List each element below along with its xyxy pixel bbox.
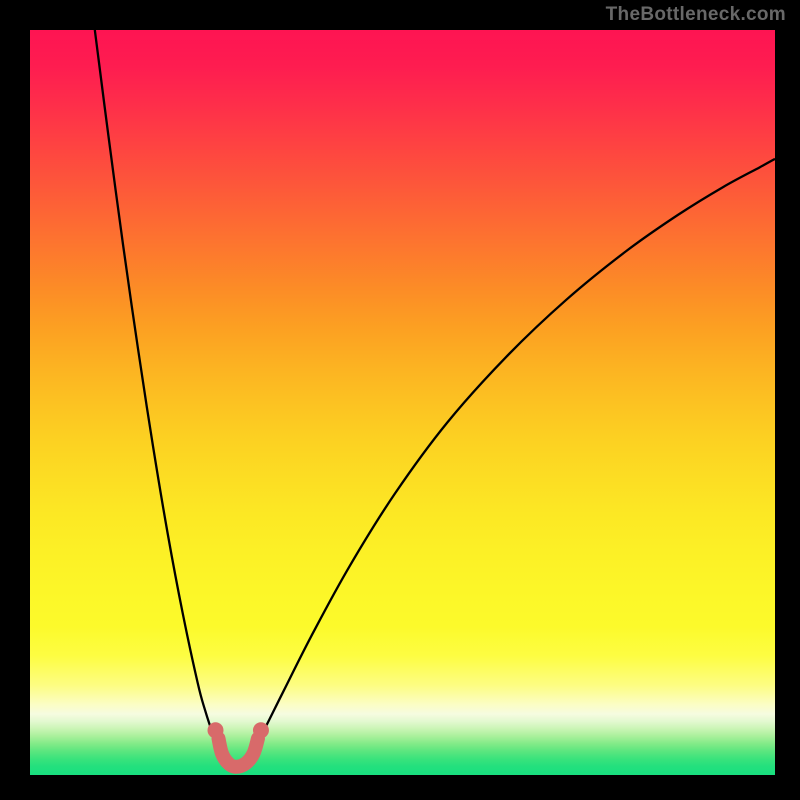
valley-endpoint-dot [253,722,269,738]
watermark-text: TheBottleneck.com [606,4,786,26]
gradient-background [30,30,775,775]
valley-endpoint-dot [208,722,224,738]
chart-svg [0,0,800,800]
